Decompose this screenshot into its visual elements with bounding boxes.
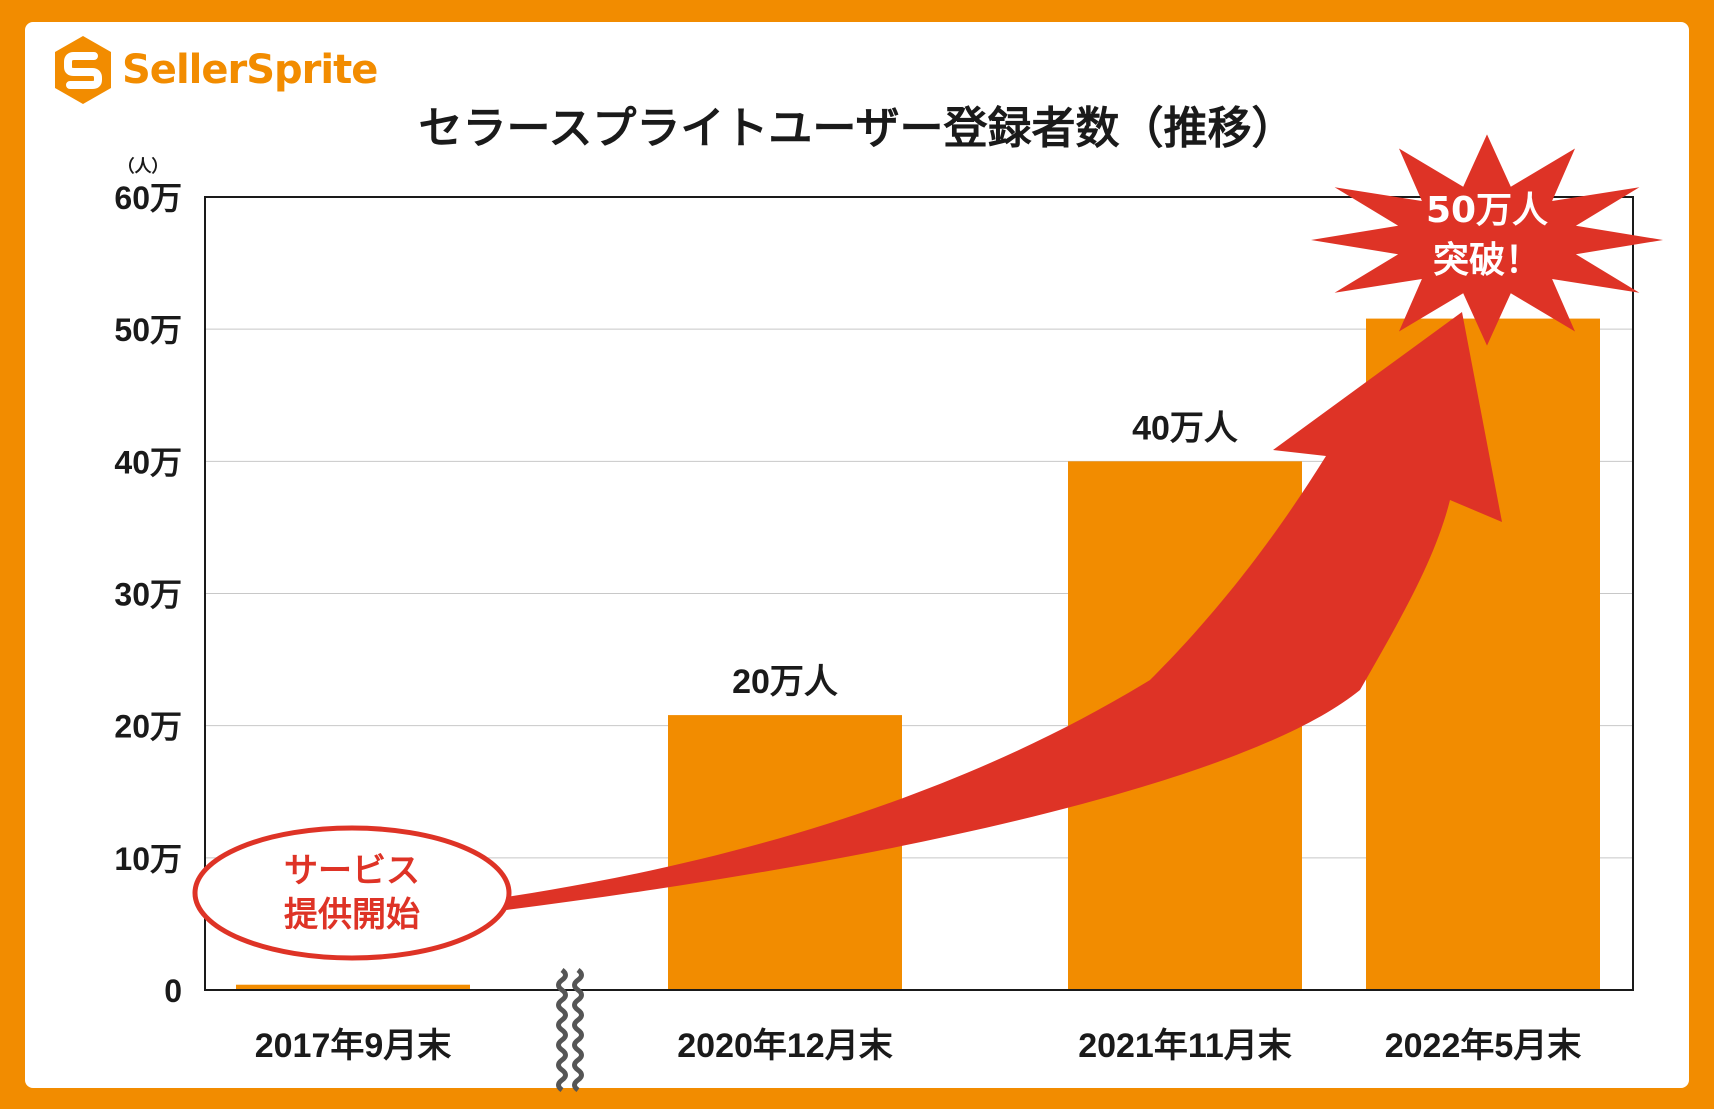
brand-logo: SellerSprite	[52, 34, 378, 106]
y-tick-label: 40万	[114, 444, 182, 480]
x-tick-label: 2021年11月末	[1078, 1027, 1292, 1065]
burst-star	[1311, 134, 1663, 346]
start-bubble-line: 提供開始	[284, 895, 420, 935]
growth-arrow	[506, 312, 1502, 910]
data-label: 40万人	[1132, 409, 1238, 447]
axis-break-icon	[556, 967, 568, 1093]
y-tick-label: 50万	[114, 312, 182, 348]
bar	[236, 984, 470, 990]
burst-label-line: 突破！	[1433, 240, 1541, 281]
plot-frame	[204, 196, 1634, 991]
y-tick-label: 30万	[114, 577, 182, 613]
x-tick-label: 2017年9月末	[255, 1027, 452, 1065]
brand-name: SellerSprite	[122, 47, 378, 93]
x-tick-label: 2020年12月末	[677, 1027, 892, 1065]
sellersprite-logo-icon	[55, 36, 111, 104]
start-bubble	[192, 825, 512, 961]
data-label: 20万人	[732, 663, 838, 701]
start-bubble-line: サービス	[284, 851, 420, 891]
chart-title: セラースプライトユーザー登録者数（推移）	[418, 103, 1296, 154]
y-tick-label: 60万	[114, 180, 182, 216]
axis-break-icon	[572, 967, 584, 1093]
y-unit-label: （人）	[118, 156, 169, 176]
y-tick-label: 20万	[114, 709, 182, 745]
burst-label-line: 50万人	[1426, 190, 1548, 231]
x-tick-label: 2022年5月末	[1385, 1027, 1582, 1065]
y-tick-label: 10万	[114, 841, 182, 877]
y-tick-label: 0	[164, 973, 182, 1009]
